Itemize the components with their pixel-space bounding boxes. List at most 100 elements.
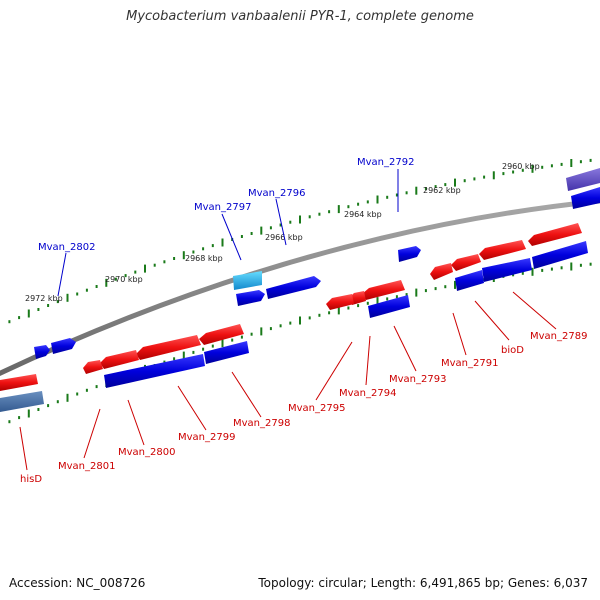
minor-tick: [231, 338, 234, 342]
minor-tick: [579, 263, 582, 267]
minor-tick: [444, 285, 447, 289]
gene-arrow[interactable]: [104, 354, 205, 388]
minor-tick: [76, 392, 79, 396]
minor-tick: [541, 165, 544, 169]
gene-arrow[interactable]: [571, 187, 600, 209]
minor-tick: [541, 268, 544, 272]
minor-tick: [192, 250, 195, 254]
minor-tick: [85, 388, 88, 392]
minor-tick: [347, 306, 350, 310]
minor-tick: [240, 235, 243, 238]
gene-label[interactable]: Mvan_2793: [389, 374, 446, 385]
topology-text: Topology: circular; Length: 6,491,865 bp…: [258, 576, 588, 590]
gene-label[interactable]: Mvan_2796: [248, 188, 305, 199]
major-tick: [454, 178, 456, 187]
minor-tick: [308, 215, 311, 219]
scale-label: 2972 kbp: [25, 294, 63, 303]
minor-tick: [85, 288, 88, 292]
gene-arrow[interactable]: [482, 258, 532, 282]
gene-arrow[interactable]: [51, 338, 76, 354]
gene-label[interactable]: Mvan_2798: [233, 418, 290, 429]
gene-arrow[interactable]: [368, 295, 410, 318]
minor-tick: [405, 191, 408, 195]
gene-label[interactable]: Mvan_2799: [178, 432, 235, 443]
minor-tick: [366, 200, 369, 204]
minor-tick: [173, 257, 176, 260]
gene-arrow[interactable]: [204, 341, 249, 364]
gene-arrow[interactable]: [199, 324, 244, 345]
gene-arrow[interactable]: [0, 391, 44, 412]
minor-tick: [328, 210, 331, 214]
major-tick: [27, 409, 30, 418]
gene-arrow[interactable]: [398, 246, 421, 262]
scale-label: 2964 kbp: [344, 210, 382, 219]
minor-tick: [318, 212, 321, 216]
gene-arrow[interactable]: [455, 270, 484, 291]
minor-tick: [357, 202, 360, 206]
major-tick: [454, 280, 456, 289]
major-tick: [221, 339, 224, 348]
gene-arrow[interactable]: [0, 374, 38, 391]
gene-label[interactable]: Mvan_2792: [357, 157, 414, 168]
minor-tick: [395, 193, 398, 197]
major-tick: [531, 267, 534, 276]
gene-arrow[interactable]: [430, 263, 453, 280]
gene-label[interactable]: Mvan_2789: [530, 331, 587, 342]
gene-arrow[interactable]: [266, 276, 321, 299]
minor-tick: [240, 335, 243, 339]
gene-label[interactable]: Mvan_2801: [58, 461, 115, 472]
major-tick: [66, 293, 69, 302]
minor-tick: [289, 220, 292, 224]
major-tick: [105, 278, 108, 287]
gene-arrow[interactable]: [326, 294, 354, 310]
gene-label[interactable]: Mvan_2802: [38, 242, 95, 253]
minor-tick: [347, 205, 350, 209]
gene-arrow[interactable]: [479, 240, 526, 260]
gene-label[interactable]: bioD: [501, 345, 524, 356]
minor-tick: [47, 304, 50, 307]
gene-arrow[interactable]: [100, 350, 139, 369]
genome-backbone: [0, 198, 600, 377]
scale-label: 2968 kbp: [185, 254, 223, 263]
minor-tick: [163, 360, 166, 364]
minor-tick: [357, 304, 360, 308]
gene-label[interactable]: Mvan_2797: [194, 202, 251, 213]
minor-tick: [512, 170, 515, 174]
minor-tick: [192, 350, 195, 354]
minor-tick: [550, 164, 553, 168]
major-tick: [570, 159, 573, 167]
minor-tick: [37, 408, 40, 411]
minor-tick: [550, 267, 553, 271]
minor-tick: [512, 273, 515, 277]
minor-tick: [173, 357, 176, 361]
gene-arrow[interactable]: [362, 280, 405, 300]
gene-label[interactable]: Mvan_2794: [339, 388, 396, 399]
minor-tick: [163, 260, 166, 264]
gene-arrow[interactable]: [451, 254, 481, 271]
minor-tick: [114, 277, 117, 281]
gene-arrow[interactable]: [528, 223, 582, 246]
gene-arrow[interactable]: [236, 290, 265, 306]
gene-label[interactable]: hisD: [20, 474, 42, 485]
gene-arrow[interactable]: [233, 271, 262, 290]
reverse-genes: [0, 223, 588, 412]
gene-label[interactable]: Mvan_2800: [118, 447, 175, 458]
gene-arrow[interactable]: [532, 241, 588, 269]
major-tick: [337, 306, 340, 315]
upper-scale-track: [8, 158, 592, 324]
minor-tick: [76, 292, 79, 296]
minor-tick: [502, 172, 505, 176]
gene-arrow[interactable]: [566, 168, 600, 191]
gene-label[interactable]: Mvan_2791: [441, 358, 498, 369]
genome-title: Mycobacterium vanbaalenii PYR-1, complet…: [126, 9, 474, 24]
gene-arrow[interactable]: [83, 360, 103, 374]
minor-tick: [269, 327, 272, 331]
minor-tick: [521, 271, 524, 275]
gene-arrow[interactable]: [136, 335, 201, 360]
minor-tick: [153, 263, 156, 267]
gene-arrow[interactable]: [34, 345, 50, 359]
accession-text: Accession: NC_008726: [9, 576, 146, 590]
minor-tick: [579, 160, 582, 164]
major-tick: [492, 171, 495, 180]
gene-label[interactable]: Mvan_2795: [288, 403, 345, 414]
